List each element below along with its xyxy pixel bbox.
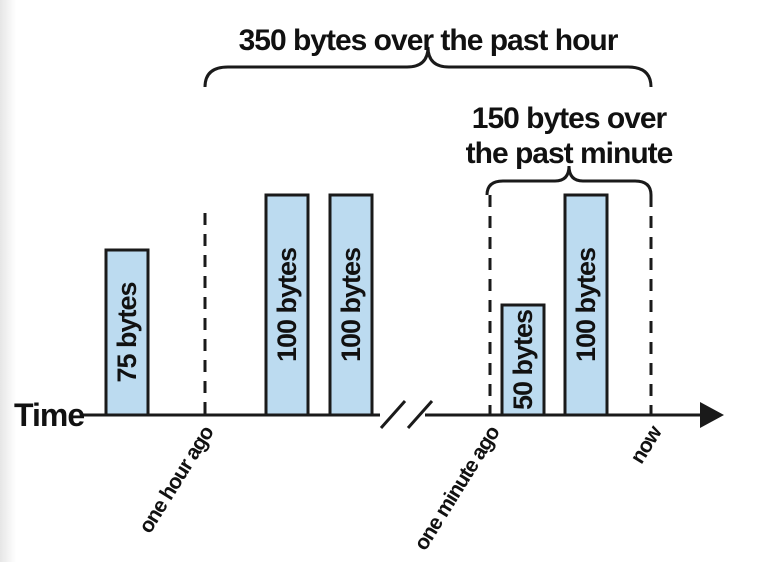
bar-label: 75 bytes	[112, 282, 142, 382]
bar-rect	[264, 193, 310, 417]
left-gutter-shade	[0, 0, 16, 562]
marker-label-now: now	[626, 421, 667, 468]
curly-brace-icon	[485, 165, 653, 196]
span-label-hour: 350 bytes over the past hour	[239, 24, 619, 57]
window-markers	[203, 195, 653, 414]
bar: 100 bytes	[563, 193, 609, 417]
axis-label: Time	[14, 397, 84, 433]
span-label-minute-line: the past minute	[466, 137, 673, 170]
bar: 100 bytes	[264, 193, 310, 417]
bar-rect	[104, 248, 150, 417]
bar: 50 bytes	[500, 303, 546, 417]
span-label-minute-line: 150 bytes over	[472, 102, 668, 135]
axis-arrowhead-icon	[700, 402, 724, 428]
marker-label-hour: one hour ago	[135, 422, 219, 537]
bar-label: 50 bytes	[508, 310, 538, 410]
axis-break-icon	[379, 400, 434, 429]
curly-brace-icon	[203, 46, 653, 88]
bar-rect	[328, 193, 374, 417]
bars: 75 bytes 100 bytes 100 bytes 50 bytes 10…	[104, 193, 609, 417]
bar-label: 100 bytes	[336, 248, 366, 362]
span-label-minute: 150 bytes over the past minute	[466, 102, 674, 170]
marker-label-minute: one minute ago	[410, 422, 504, 554]
bar: 75 bytes	[104, 248, 150, 417]
bar-rect	[500, 303, 546, 417]
bar-label: 100 bytes	[571, 248, 601, 362]
bar-label: 100 bytes	[272, 248, 302, 362]
bar: 100 bytes	[328, 193, 374, 417]
bar-rect	[563, 193, 609, 417]
